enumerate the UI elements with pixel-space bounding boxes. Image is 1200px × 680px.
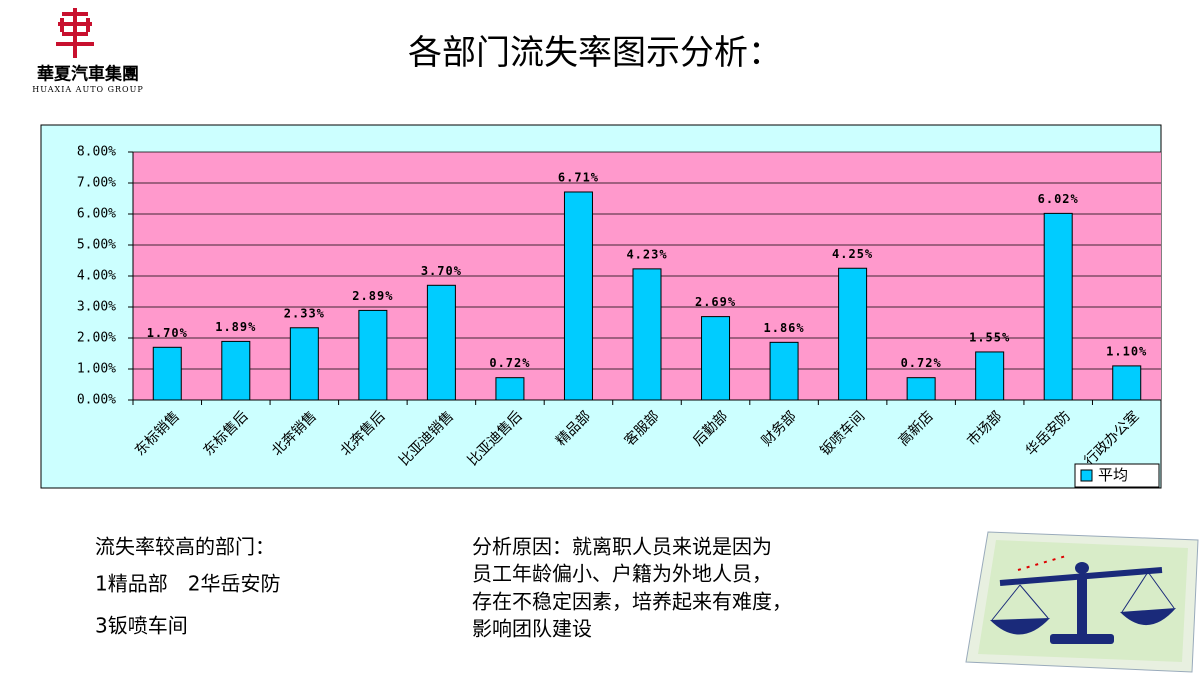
bar: [152, 346, 182, 401]
bar: [1112, 365, 1142, 401]
value-label: 1.10%: [1106, 344, 1147, 358]
value-label: 2.69%: [695, 295, 736, 309]
legend-swatch: [1080, 469, 1093, 482]
y-tick-label: 7.00%: [77, 176, 116, 191]
notes: 流失率较高的部门： 1精品部 2华岳安防 3钣喷车间 分析原因：就离职人员来说是因为员…: [95, 535, 792, 641]
y-tick-label: 4.00%: [77, 269, 116, 284]
logo-sub: HUAXIA AUTO GROUP: [32, 85, 143, 94]
legend-label: 平均: [1098, 466, 1128, 484]
value-label: 2.89%: [352, 289, 393, 303]
y-tick-label: 5.00%: [77, 238, 116, 253]
y-tick-label: 8.00%: [77, 145, 116, 160]
value-label: 4.23%: [626, 247, 667, 261]
bar: [358, 309, 388, 401]
value-label: 0.72%: [901, 356, 942, 370]
y-tick-label: 2.00%: [77, 331, 116, 346]
note-right: 员工年龄偏小、户籍为外地人员，: [472, 562, 772, 586]
value-label: 1.70%: [147, 326, 188, 340]
y-tick-label: 1.00%: [77, 362, 116, 377]
value-label: 6.02%: [1038, 192, 1079, 206]
note-right: 存在不稳定因素，培养起来有难度，: [472, 590, 792, 614]
bar: [632, 268, 662, 401]
note-left: 流失率较高的部门：: [95, 535, 275, 559]
bar: [975, 351, 1005, 401]
y-tick-label: 0.00%: [77, 393, 116, 408]
bar: [701, 316, 731, 401]
value-label: 0.72%: [489, 356, 530, 370]
value-label: 1.86%: [764, 321, 805, 335]
bar: [495, 377, 525, 401]
note-right: 影响团队建设: [472, 617, 592, 641]
bar: [906, 377, 936, 401]
note-right: 分析原因：就离职人员来说是因为: [472, 535, 772, 559]
value-label: 6.71%: [558, 170, 599, 184]
value-label: 1.89%: [215, 320, 256, 334]
value-label: 4.25%: [832, 247, 873, 261]
bar: [769, 341, 799, 401]
logo-name: 華夏汽車集團: [37, 64, 139, 85]
bar: [426, 284, 456, 401]
bar: [838, 267, 868, 401]
bar: [563, 191, 593, 401]
slide-title: 各部门流失率图示分析：: [408, 33, 782, 73]
note-left: 3钣喷车间: [95, 614, 188, 638]
bar: [289, 327, 319, 401]
note-left: 1精品部 2华岳安防: [95, 572, 280, 596]
chart: 0.00% 1.00% 2.00% 3.00% 4.00% 5.00% 6.00% 7.00%…: [40, 124, 1162, 489]
logo-icon: [56, 8, 94, 58]
value-label: 2.33%: [284, 306, 325, 320]
y-tick-label: 6.00%: [77, 207, 116, 222]
value-label: 3.70%: [421, 264, 462, 278]
value-label: 1.55%: [969, 330, 1010, 344]
scale-illustration: [965, 531, 1199, 673]
legend-box: [1074, 463, 1160, 488]
y-tick-label: 3.00%: [77, 300, 116, 315]
bar: [221, 340, 251, 401]
bar: [1043, 212, 1073, 401]
